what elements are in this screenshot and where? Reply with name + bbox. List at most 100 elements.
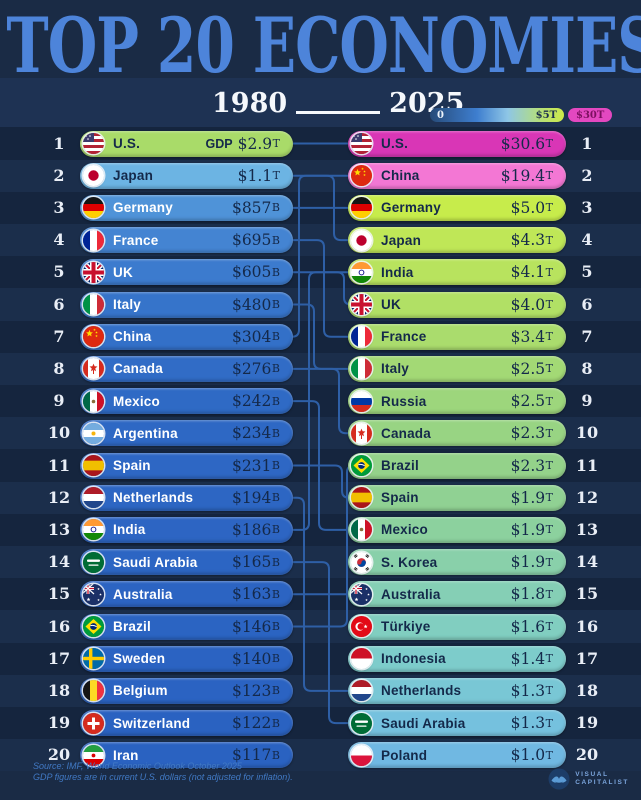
gdp-value: $1.9 T <box>510 553 553 572</box>
country-label: China <box>381 168 420 184</box>
visual-capitalist-logo-icon <box>548 768 570 790</box>
country-label: Saudi Arabia <box>113 554 198 570</box>
rank-2025-5: 5 <box>581 262 593 282</box>
scale-max-pill: $30T <box>568 108 613 122</box>
row-2025-brazil: Brazil $2.3 T <box>348 452 566 479</box>
gdp-prefix-label: GDP <box>205 136 233 151</box>
row-1980-mexico: Mexico $242 B <box>80 388 293 415</box>
visual-capitalist-logo: VISUAL CAPITALIST <box>548 768 629 790</box>
top-band <box>0 0 641 78</box>
country-label: UK <box>113 264 133 280</box>
canada-flag-icon <box>351 422 372 444</box>
rank-1980-8: 8 <box>53 358 65 378</box>
rank-2025-11: 11 <box>575 455 599 475</box>
gdp-value: $1.4 T <box>510 649 553 668</box>
country-label: Argentina <box>113 425 178 441</box>
gdp-value: GDP $2.9 T <box>205 134 280 153</box>
connector-brazil <box>293 464 355 628</box>
footer-source-note: Source: IMF, World Economic Outlook Octo… <box>33 761 293 783</box>
row-2025-russia: Russia $2.5 T <box>348 388 566 415</box>
connector-france <box>293 239 348 338</box>
row-1980-france: France $695 B <box>80 227 293 254</box>
country-label: Iran <box>113 747 139 763</box>
rank-1980-1: 1 <box>53 133 65 153</box>
row-2025-poland: Poland $1.0 T <box>348 742 566 769</box>
argentina-flag-icon <box>83 422 104 444</box>
country-label: Mexico <box>381 522 428 538</box>
gdp-value: $1.6 T <box>510 617 553 636</box>
row-1980-germany: Germany $857 B <box>80 194 293 221</box>
gdp-value: $304 B <box>231 327 280 346</box>
poland-flag-icon <box>351 744 372 766</box>
rank-1980-3: 3 <box>53 197 65 217</box>
gdp-value: $194 B <box>231 488 280 507</box>
rank-2025-8: 8 <box>581 358 593 378</box>
country-label: U.S. <box>381 136 409 151</box>
gdp-value: $4.0 T <box>510 295 553 314</box>
rank-2025-2: 2 <box>581 165 593 185</box>
uk-flag-icon <box>83 261 104 283</box>
china-flag-icon <box>83 326 104 348</box>
gdp-value: $19.4 T <box>500 166 553 185</box>
footer-source-line1: Source: IMF, World Economic Outlook Octo… <box>33 761 242 771</box>
mexico-flag-icon <box>83 390 104 412</box>
rank-2025-10: 10 <box>575 423 599 443</box>
indonesia-flag-icon <box>351 648 372 670</box>
country-label: Türkiye <box>381 619 431 634</box>
country-label: Italy <box>113 297 142 312</box>
rank-1980-5: 5 <box>53 262 65 282</box>
rank-1980-17: 17 <box>47 648 71 668</box>
row-2025-japan: Japan $4.3 T <box>348 227 566 254</box>
connector-china <box>291 174 348 338</box>
country-label: India <box>381 264 414 280</box>
gdp-value: $276 B <box>231 359 280 378</box>
scale-max-label: $30T <box>576 109 605 121</box>
spain-flag-icon <box>351 487 372 509</box>
gdp-value: $605 B <box>231 263 280 282</box>
japan-flag-icon <box>83 165 104 187</box>
rank-1980-4: 4 <box>53 230 65 250</box>
rank-1980-18: 18 <box>47 680 71 700</box>
australia-flag-icon <box>351 583 372 605</box>
row-2025-canada: Canada $2.3 T <box>348 420 566 447</box>
year-divider-line <box>296 111 381 114</box>
country-label: Germany <box>381 200 441 216</box>
brazil-flag-icon <box>351 455 372 476</box>
france-flag-icon <box>83 229 104 251</box>
country-label: Mexico <box>113 393 160 409</box>
rank-1980-19: 19 <box>47 713 71 733</box>
row-1980-italy: Italy $480 B <box>80 291 293 318</box>
gdp-value: $242 B <box>231 392 280 411</box>
rank-2025-20: 20 <box>575 745 599 765</box>
row-2025-uk: UK $4.0 T <box>348 291 566 318</box>
visual-capitalist-logo-text: VISUAL CAPITALIST <box>575 771 629 786</box>
gdp-value: $1.3 T <box>510 714 553 733</box>
rank-1980-20: 20 <box>47 745 71 765</box>
gdp-value: $2.3 T <box>510 424 553 443</box>
scale-zero-label: 0 <box>437 109 444 121</box>
iran-flag-icon <box>83 744 104 766</box>
row-1980-uk: UK $605 B <box>80 259 293 286</box>
gdp-value: $1.1 T <box>237 166 280 185</box>
gdp-color-scale: 0 $5T $30T <box>430 108 613 122</box>
row-1980-switzerland: Switzerland $122 B <box>80 710 293 737</box>
country-label: Netherlands <box>381 683 462 699</box>
saudi-flag-icon <box>351 712 372 734</box>
netherlands-flag-icon <box>351 680 372 702</box>
gdp-value: $165 B <box>231 553 280 572</box>
row-1980-india: India $186 B <box>80 516 293 543</box>
spain-flag-icon <box>83 455 104 476</box>
row-1980-australia: Australia $163 B <box>80 581 293 608</box>
us-flag-icon <box>351 133 372 154</box>
row-2025-u-s-: U.S. $30.6 T <box>348 130 566 157</box>
country-label: Germany <box>113 200 173 216</box>
gdp-value: $2.5 T <box>510 392 553 411</box>
country-label: France <box>113 232 159 248</box>
country-label: Canada <box>381 425 431 441</box>
gdp-value: $146 B <box>231 617 280 636</box>
gradient-scale-bar: 0 $5T <box>430 108 564 122</box>
italy-flag-icon <box>351 358 372 380</box>
gdp-value: $4.3 T <box>510 231 553 250</box>
row-1980-netherlands: Netherlands $194 B <box>80 484 293 511</box>
